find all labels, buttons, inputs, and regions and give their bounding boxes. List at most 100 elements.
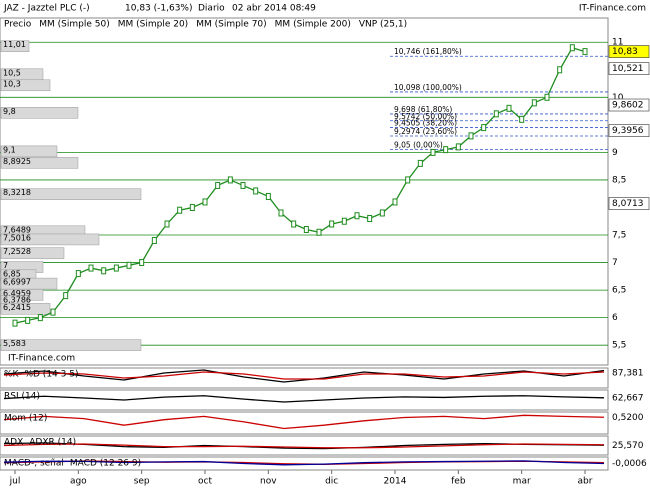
candle — [240, 181, 246, 189]
indicator-label: Mom (12) — [4, 414, 47, 424]
main-panel — [0, 17, 609, 366]
candle — [417, 159, 423, 167]
legend-entry: MM (Simple 20) — [118, 20, 188, 30]
candle — [493, 110, 499, 118]
price-marker-label: 10,521 — [612, 64, 644, 74]
volume-bar — [0, 233, 100, 246]
legend-entry: MM (Simple 70) — [196, 20, 266, 30]
volume-bar — [0, 145, 58, 158]
candle — [88, 264, 94, 272]
sub-panel — [0, 456, 609, 471]
candle — [379, 209, 385, 217]
x-tick-label: ago — [70, 477, 87, 487]
candle — [63, 292, 69, 300]
legend-entry: VNP (25,1) — [359, 20, 407, 30]
sub-panel — [0, 367, 609, 389]
volume-level-label: 7,5016 — [3, 233, 31, 242]
candle — [430, 148, 436, 156]
fibonacci-label: 9,05 (0,00%) — [394, 141, 443, 150]
sub-panel — [0, 435, 609, 456]
volume-level-label: 11,01 — [3, 40, 26, 49]
indicator-label: RSI (14) — [4, 392, 40, 402]
x-tick-label: dic — [325, 477, 338, 487]
candle — [405, 176, 411, 184]
candle — [544, 93, 550, 101]
volume-bar — [0, 157, 79, 169]
sub-panel — [0, 389, 609, 411]
volume-bar — [0, 303, 51, 315]
price-line — [14, 46, 586, 324]
volume-level-label: 6,4959 — [3, 289, 31, 298]
candle — [12, 319, 18, 327]
candle — [557, 66, 563, 74]
fibonacci-label: 10,746 (161,80%) — [394, 47, 462, 56]
candle — [202, 198, 208, 206]
price-line — [3, 460, 605, 466]
candle — [139, 259, 145, 267]
volume-bar — [0, 339, 142, 351]
quote: 10,83 (-1,63%) — [125, 4, 193, 14]
candle — [227, 176, 233, 184]
legend-entry: MM (Simple 200) — [275, 20, 351, 30]
price-marker-label: 8,0713 — [612, 199, 644, 209]
volume-bar — [0, 40, 30, 52]
volume-level-label: 9,1 — [3, 145, 16, 154]
x-tick-label: jul — [9, 477, 21, 487]
sub-panel — [0, 411, 609, 435]
watermark: IT-Finance.com — [8, 354, 75, 364]
fibonacci-label: 9,698 (61,80%) — [394, 105, 452, 114]
x-tick-label: abr — [578, 477, 593, 487]
volume-bar — [0, 247, 65, 259]
indicator-label: ADXR (14) — [29, 438, 76, 448]
price-line — [3, 395, 605, 403]
candle — [519, 115, 525, 123]
indicator-value-box — [609, 412, 649, 423]
price-line — [3, 371, 605, 380]
legend-entry: Precio — [4, 20, 32, 30]
volume-level-label: 5,583 — [3, 339, 26, 348]
indicator-label: MACD (12 26 9) — [70, 459, 141, 469]
x-tick-label: nov — [260, 477, 277, 487]
price-marker — [608, 45, 650, 58]
candle — [253, 187, 259, 195]
candle — [341, 217, 347, 225]
volume-level-label: 10,5 — [3, 68, 21, 77]
candle — [50, 308, 56, 316]
candle — [151, 237, 157, 245]
candle — [37, 314, 43, 322]
volume-level-label: 6,6997 — [3, 278, 31, 287]
x-tick-label: feb — [451, 477, 466, 487]
volume-level-label: 8,3218 — [3, 188, 31, 197]
candle — [164, 220, 170, 228]
candle — [367, 214, 373, 222]
volume-level-label: 8,8925 — [3, 157, 31, 166]
volume-level-label: 9,8 — [3, 107, 16, 116]
fibonacci-label: 10,098 (100,00%) — [394, 83, 462, 92]
price-marker — [608, 124, 650, 137]
y-tick-label: 9 — [612, 148, 618, 158]
fibonacci-label: 9,4505 (38,20%) — [394, 119, 457, 128]
y-tick-label: 6 — [612, 313, 618, 323]
indicator-value-box — [609, 392, 649, 403]
price-line — [3, 414, 605, 430]
volume-level-label: 7,2528 — [3, 247, 31, 256]
candle — [126, 261, 132, 269]
y-tick-label: 7 — [612, 258, 618, 268]
x-tick-label: mar — [513, 477, 531, 487]
volume-level-label: 6,3786 — [3, 295, 31, 304]
volume-bar — [0, 188, 142, 200]
period: Diario — [198, 4, 225, 14]
fibonacci-label: 9,2974 (23,60%) — [394, 127, 457, 136]
candle — [113, 264, 119, 272]
brand: IT-Finance.com — [579, 4, 646, 14]
candle — [569, 44, 575, 52]
candle — [392, 198, 398, 206]
price-marker-label: 9,8602 — [612, 101, 644, 111]
volume-level-label: 10,3 — [3, 79, 21, 88]
datetime: 02 abr 2014 08:49 — [232, 4, 316, 14]
indicator-value: 87,381 — [612, 369, 644, 379]
price-line — [3, 443, 605, 449]
indicator-value-box — [609, 368, 649, 378]
price-marker-label: 10,83 — [612, 47, 638, 57]
